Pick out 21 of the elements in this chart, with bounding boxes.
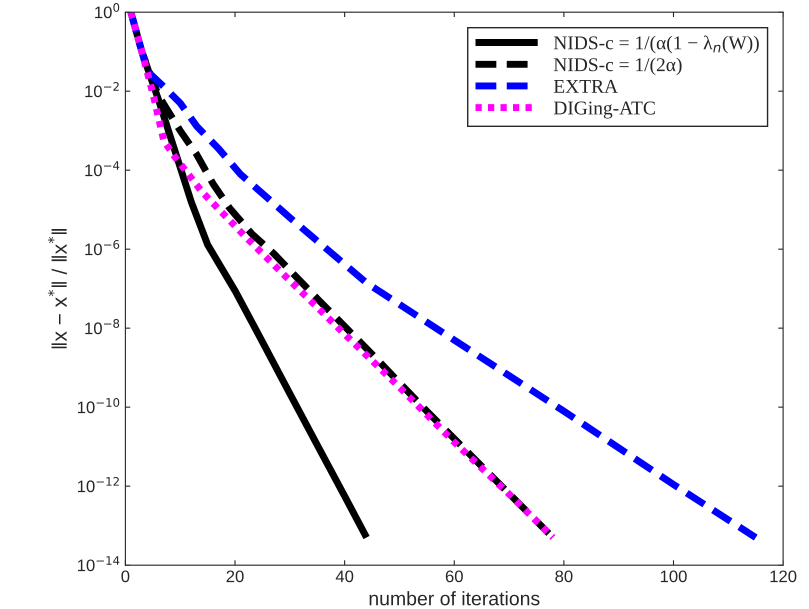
legend-label: DIGing-ATC (554, 102, 655, 119)
y-tick-label: 10$^{−10}$ (78, 398, 120, 414)
y-tick-label: 10$^{−12}$ (78, 477, 119, 492)
x-axis-title: number of iterations (370, 591, 540, 606)
y-tick-label: 10$^{−14}$ (78, 556, 120, 572)
y-tick-label: 10$^{−2}$ (85, 82, 119, 98)
x-tick-label: 40 (336, 570, 354, 582)
y-axis-title: ‖x − x$^{*}$‖ / ‖x$^{*}$‖ (48, 229, 67, 348)
y-tick-label: 10$^{−4}$ (85, 161, 120, 176)
legend-label: NIDS-c = 1/(2α) (554, 58, 682, 76)
x-tick-label: 60 (446, 570, 463, 582)
y-tick-label: 10$^{0}$ (95, 3, 120, 18)
legend-label: EXTRA (554, 80, 618, 93)
x-tick-label: 80 (555, 570, 572, 582)
y-tick-label: 10$^{−6}$ (85, 240, 120, 256)
x-tick-label: 100 (660, 570, 687, 582)
x-tick-label: 0 (121, 570, 130, 582)
x-tick-label: 120 (770, 570, 796, 582)
legend-label: NIDS-c = 1/(α(1 − λ$_{n}$(W)) (554, 36, 759, 54)
y-tick-label: 10$^{−8}$ (85, 319, 120, 334)
x-tick-label: 20 (226, 570, 244, 582)
